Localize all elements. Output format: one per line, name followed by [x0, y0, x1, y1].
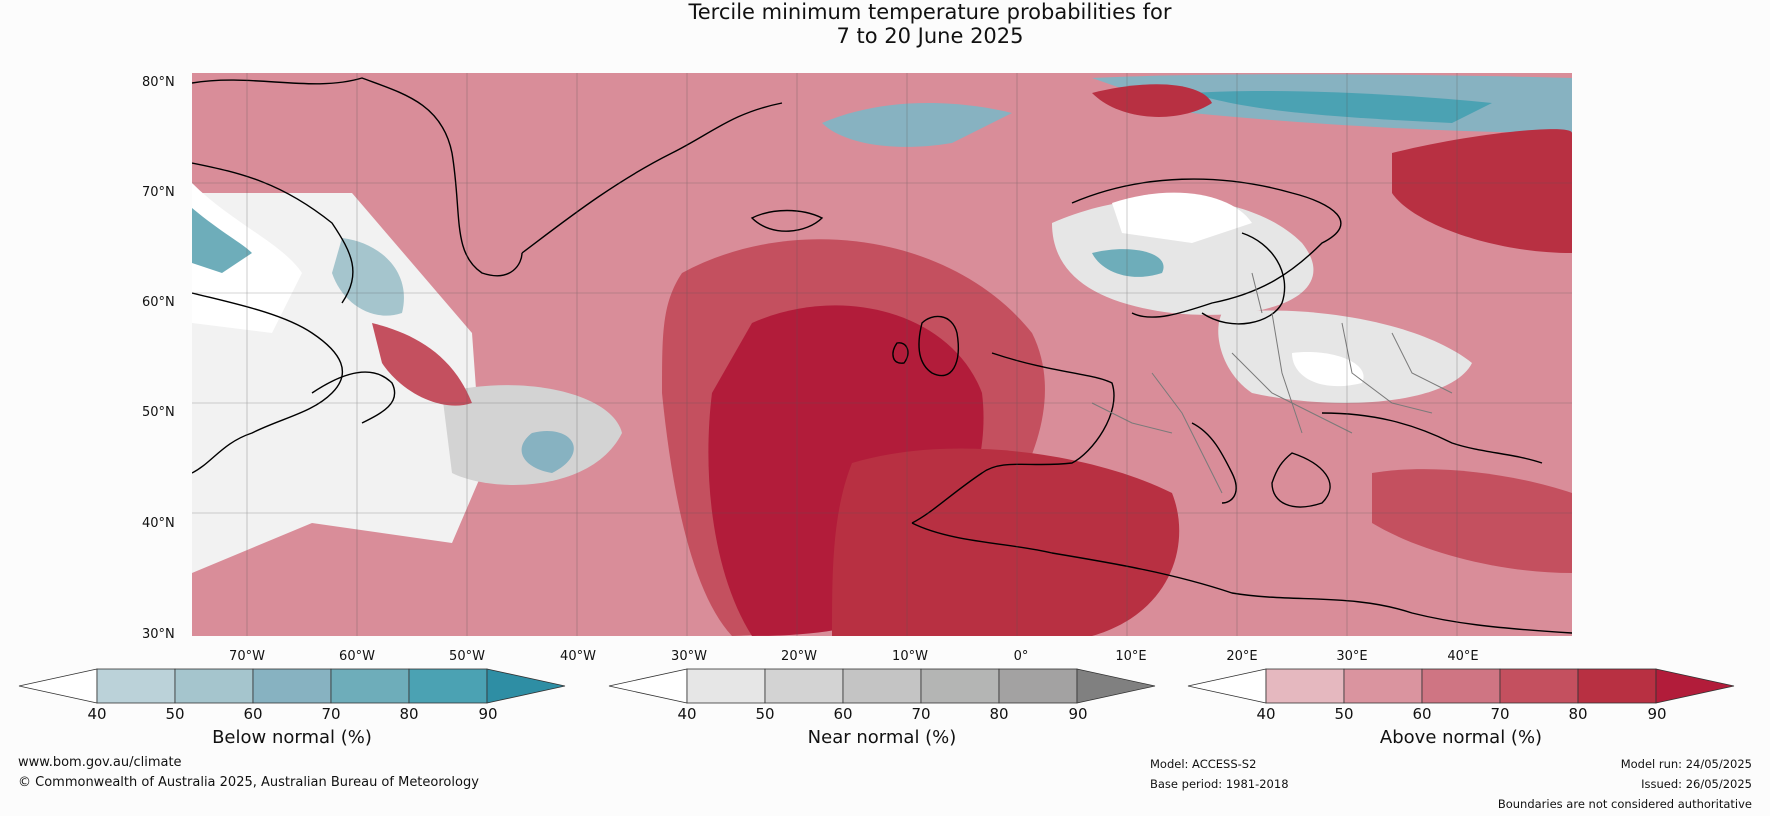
- below-tick-70: 70: [321, 705, 341, 723]
- near-normal-scandinavia: [1052, 198, 1314, 315]
- colorbar-below-svg: [18, 668, 566, 704]
- below-normal-label: Below normal (%): [212, 727, 372, 748]
- below-normal-baffin: [192, 208, 252, 273]
- near-tick-50: 50: [755, 705, 775, 723]
- above-segment-2: [1343, 668, 1423, 704]
- lon-label-40e: 40°E: [1447, 649, 1479, 664]
- disclaimer-text: Boundaries are not considered authoritat…: [1497, 797, 1752, 811]
- gridlines: [192, 73, 1572, 636]
- website-link[interactable]: www.bom.gov.au/climate: [18, 755, 182, 770]
- above-segment-5: [1577, 668, 1657, 704]
- above-tick-50: 50: [1334, 705, 1354, 723]
- below-tick-40: 40: [87, 705, 107, 723]
- above-segment-1: [1265, 668, 1345, 704]
- lon-label-30w: 30°W: [671, 649, 707, 664]
- lon-label-60w: 60°W: [339, 649, 375, 664]
- near-normal-eastern-europe: [1218, 310, 1472, 403]
- near-segment-4: [920, 668, 1000, 704]
- near-ext-low: [608, 668, 688, 704]
- lon-label-40w: 40°W: [560, 649, 596, 664]
- colorbar-above-normal: [1187, 668, 1737, 704]
- map-svg: [191, 73, 1573, 636]
- base-period-text: Base period: 1981-2018: [1150, 777, 1289, 791]
- colorbar-near-svg: [608, 668, 1156, 704]
- below-segment-1: [96, 668, 176, 704]
- lon-label-30e: 30°E: [1336, 649, 1368, 664]
- above-ext-low: [1187, 668, 1267, 704]
- white-region-norway: [1112, 192, 1252, 243]
- above-normal-newfoundland: [372, 323, 472, 406]
- colorbar-above-svg: [1187, 668, 1735, 704]
- below-tick-60: 60: [243, 705, 263, 723]
- above-normal-label: Above normal (%): [1379, 727, 1543, 748]
- below-segment-3: [252, 668, 332, 704]
- lat-label-30n: 30°N: [142, 627, 175, 642]
- lat-label-50n: 50°N: [142, 405, 175, 420]
- near-normal-label: Near normal (%): [807, 727, 957, 748]
- lon-label-0: 0°: [1013, 649, 1029, 664]
- above-normal-mediterranean: [832, 448, 1180, 636]
- below-tick-50: 50: [165, 705, 185, 723]
- lon-label-10e: 10°E: [1115, 649, 1147, 664]
- above-normal-russia: [1392, 129, 1572, 253]
- lon-label-70w: 70°W: [229, 649, 265, 664]
- below-normal-patch-atlantic: [521, 431, 574, 473]
- below-tick-90: 90: [478, 705, 498, 723]
- copyright-text: © Commonwealth of Australia 2025, Austra…: [18, 775, 479, 790]
- below-segment-2: [174, 668, 254, 704]
- below-ext-high: [486, 668, 566, 704]
- model-run-text: Model run: 24/05/2025: [1620, 757, 1752, 771]
- chart-title: Tercile minimum temperature probabilitie…: [0, 0, 1770, 48]
- model-text: Model: ACCESS-S2: [1150, 757, 1257, 771]
- below-segment-4: [330, 668, 410, 704]
- above-tick-90: 90: [1647, 705, 1667, 723]
- above-ext-high: [1655, 668, 1735, 704]
- near-tick-60: 60: [833, 705, 853, 723]
- near-tick-80: 80: [989, 705, 1009, 723]
- above-tick-70: 70: [1490, 705, 1510, 723]
- lon-label-10w: 10°W: [892, 649, 928, 664]
- above-segment-3: [1421, 668, 1501, 704]
- lon-label-20e: 20°E: [1226, 649, 1258, 664]
- below-normal-arctic-west: [822, 103, 1012, 147]
- probability-map: [191, 73, 1573, 636]
- lat-label-80n: 80°N: [142, 75, 175, 90]
- coastlines: [191, 77, 1573, 634]
- lat-label-60n: 60°N: [142, 295, 175, 310]
- near-tick-40: 40: [677, 705, 697, 723]
- above-tick-80: 80: [1568, 705, 1588, 723]
- issued-text: Issued: 26/05/2025: [1641, 777, 1752, 791]
- below-normal-arctic-core: [1192, 91, 1492, 123]
- white-region-eastern-europe: [1292, 352, 1364, 387]
- near-segment-5: [998, 668, 1078, 704]
- title-line-2: 7 to 20 June 2025: [836, 24, 1024, 48]
- lon-label-50w: 50°W: [449, 649, 485, 664]
- near-tick-70: 70: [911, 705, 931, 723]
- colorbar-near-normal: [608, 668, 1158, 704]
- near-ext-high: [1076, 668, 1156, 704]
- above-tick-60: 60: [1412, 705, 1432, 723]
- above-segment-4: [1499, 668, 1579, 704]
- near-tick-90: 90: [1068, 705, 1088, 723]
- below-segment-5: [408, 668, 488, 704]
- lon-label-20w: 20°W: [781, 649, 817, 664]
- lat-label-70n: 70°N: [142, 185, 175, 200]
- below-tick-80: 80: [399, 705, 419, 723]
- title-line-1: Tercile minimum temperature probabilitie…: [688, 0, 1172, 24]
- lat-label-40n: 40°N: [142, 516, 175, 531]
- below-ext-low: [18, 668, 98, 704]
- below-normal-norway: [1092, 249, 1164, 277]
- above-normal-middle-east: [1372, 469, 1572, 573]
- near-segment-2: [764, 668, 844, 704]
- above-normal-svalbard: [1092, 84, 1212, 117]
- above-tick-40: 40: [1256, 705, 1276, 723]
- near-segment-3: [842, 668, 922, 704]
- near-segment-1: [686, 668, 766, 704]
- colorbar-below-normal: [18, 668, 568, 704]
